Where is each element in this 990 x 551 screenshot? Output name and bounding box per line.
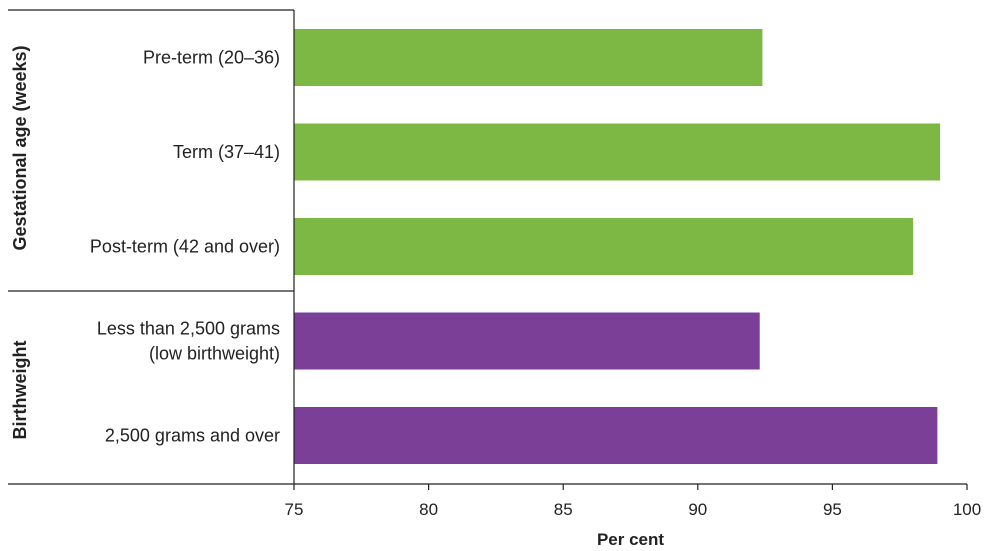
bar <box>294 123 941 181</box>
category-label: Post-term (42 and over) <box>90 237 280 257</box>
category-label: Pre-term (20–36) <box>143 48 280 68</box>
x-tick-label: 75 <box>285 500 304 519</box>
bar <box>294 407 938 464</box>
x-ticks: 75 80 85 90 95 100 <box>285 484 981 519</box>
group-label: Gestational age (weeks) <box>10 45 30 250</box>
bars <box>294 29 941 464</box>
x-tick-label: 80 <box>419 500 438 519</box>
axes <box>8 9 967 485</box>
x-tick-label: 85 <box>554 500 573 519</box>
category-label: Term (37–41) <box>173 142 280 162</box>
group-labels: Gestational age (weeks) Birthweight <box>10 45 30 439</box>
x-axis-title: Per cent <box>597 530 664 549</box>
bar <box>294 312 760 370</box>
category-label: 2,500 grams and over <box>105 426 280 446</box>
category-label: (low birthweight) <box>149 344 280 364</box>
group-label: Birthweight <box>10 341 30 440</box>
category-labels: Pre-term (20–36) Term (37–41) Post-term (4… <box>90 48 280 446</box>
bar <box>294 29 763 86</box>
x-tick-label: 95 <box>823 500 842 519</box>
category-label: Less than 2,500 grams <box>97 319 280 339</box>
x-tick-label: 90 <box>688 500 707 519</box>
bar <box>294 218 914 275</box>
x-tick-label: 100 <box>953 500 981 519</box>
